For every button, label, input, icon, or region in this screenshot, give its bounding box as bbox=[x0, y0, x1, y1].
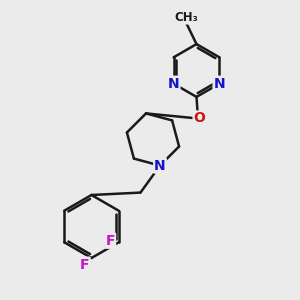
Text: O: O bbox=[194, 112, 206, 125]
Text: N: N bbox=[214, 77, 225, 91]
Text: F: F bbox=[80, 258, 90, 272]
Text: CH₃: CH₃ bbox=[174, 11, 198, 24]
Text: N: N bbox=[154, 159, 166, 172]
Text: N: N bbox=[168, 77, 179, 91]
Text: F: F bbox=[106, 234, 115, 248]
